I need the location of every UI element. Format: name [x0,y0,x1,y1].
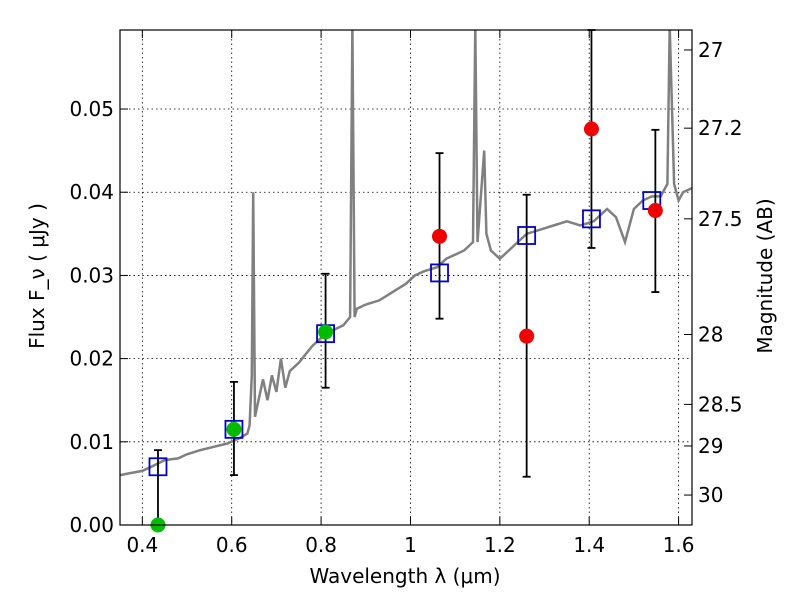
mag-tick-label: 29 [698,434,723,458]
red-point [583,121,599,137]
x-tick-label: 1 [404,533,417,557]
y-tick-label: 0.05 [69,97,114,121]
green-point [318,324,334,340]
spectrum-line [120,30,692,477]
mag-tick-label: 27 [698,38,723,62]
axes: 0.4 0.6 0.8 1 1.2 1.4 1.6 0.00 0.01 0.02 0.03 0.04 0… [69,29,743,557]
model-point [148,457,168,477]
mag-tick-label: 27.2 [698,116,743,140]
x-tick-label: 0.6 [216,533,248,557]
y-tick-label: 0.02 [69,347,114,371]
mag-tick-label: 28.5 [698,392,743,416]
data-points [148,29,663,533]
model-point [517,226,537,245]
x-axis-label: Wavelength λ (μm) [309,564,500,588]
red-point [647,203,663,219]
y-tick-label: 0.00 [69,513,114,537]
model-point [224,419,244,439]
mag-tick-label: 27.5 [698,207,743,231]
x-tick-label: 0.8 [305,533,337,557]
y-axis-label-right: Magnitude (AB) [753,198,777,353]
x-tick-label: 0.4 [126,533,158,557]
model-spectrum [120,30,692,477]
green-point [226,421,242,437]
mag-tick-label: 30 [698,483,723,507]
y-tick-label: 0.04 [69,180,114,204]
y-tick-label: 0.01 [69,430,114,454]
y-tick-label: 0.03 [69,263,114,287]
x-tick-label: 1.6 [663,533,695,557]
grid-lines [120,30,692,525]
model-point [430,263,449,283]
red-point [519,328,535,344]
red-point [432,228,448,244]
plot-frame [119,29,693,526]
model-point [582,209,601,229]
x-tick-label: 1.4 [573,533,605,557]
x-tick-label: 1.2 [484,533,516,557]
y-axis-label-left: Flux F_ν ( μJy ) [25,203,49,349]
mag-tick-label: 28 [698,322,723,346]
